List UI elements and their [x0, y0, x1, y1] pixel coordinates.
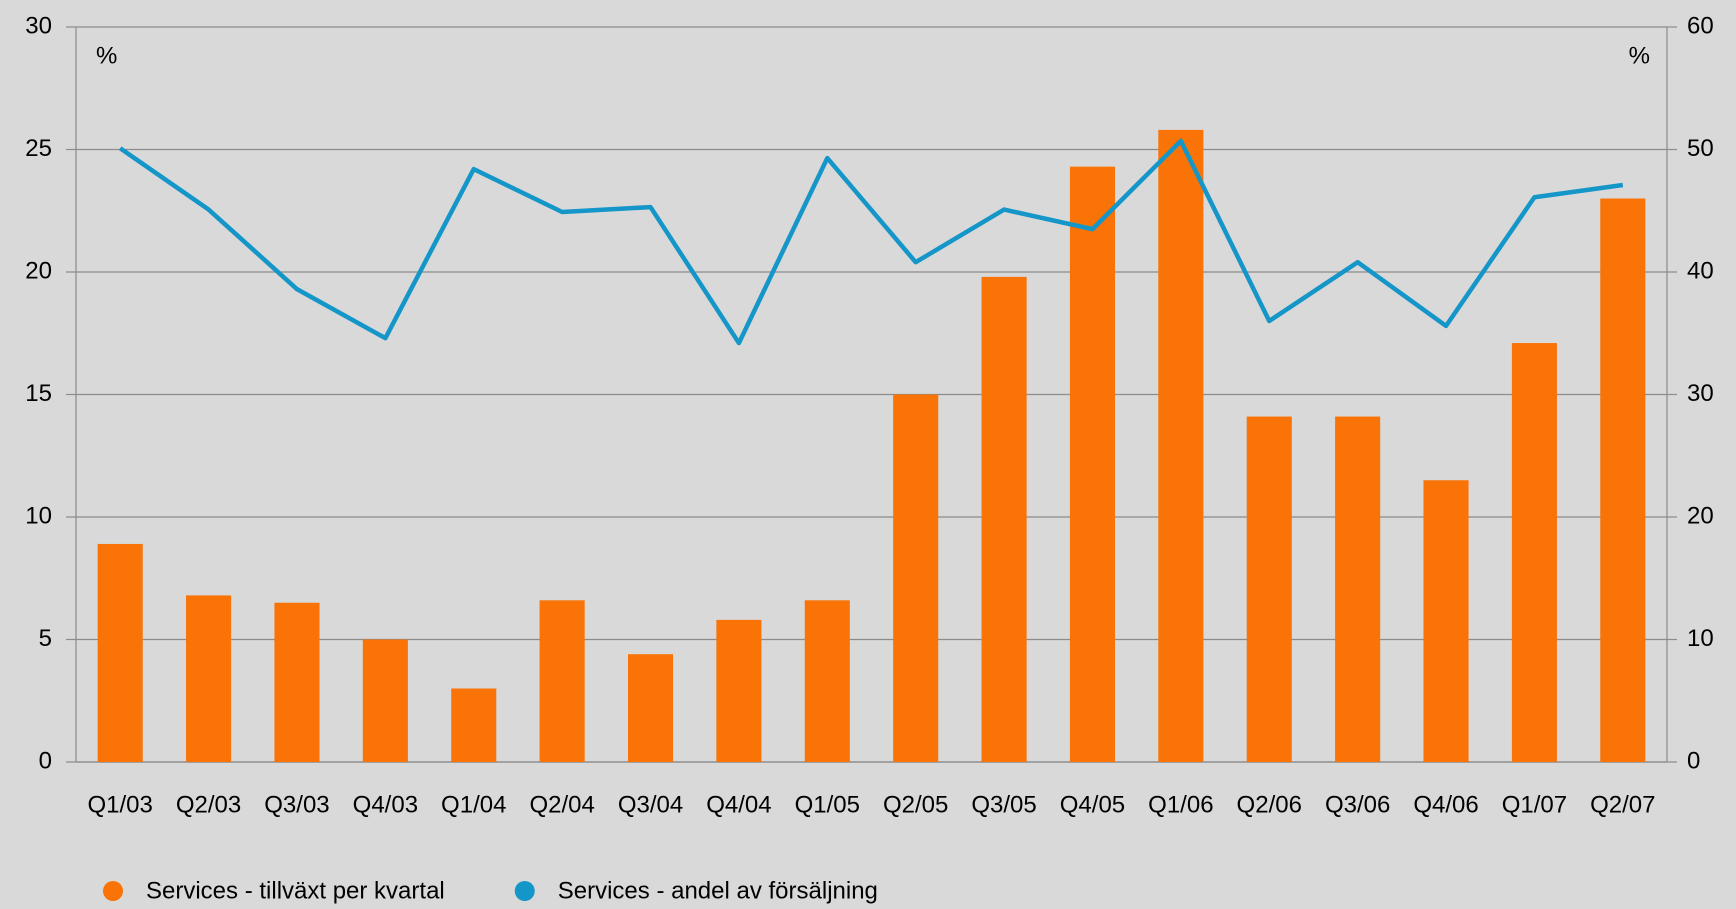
line	[118, 138, 1624, 346]
bar	[1423, 480, 1469, 762]
x-tick-label: Q1/07	[1502, 791, 1567, 818]
bar	[97, 543, 143, 762]
x-tick-label: Q3/06	[1325, 791, 1390, 818]
x-tick-label: Q2/03	[176, 791, 241, 818]
x-tick-label: Q4/06	[1413, 791, 1478, 818]
x-tick-label: Q4/04	[706, 791, 771, 818]
y-axis-unit: %	[96, 42, 117, 69]
bar	[981, 276, 1027, 762]
legend-label: Services - tillväxt per kvartal	[146, 877, 445, 904]
x-tick-label: Q2/04	[529, 791, 594, 818]
y-tick-label: 30	[25, 12, 52, 39]
x-tick-label: Q1/03	[87, 791, 152, 818]
y-tick-label: 10	[25, 502, 52, 529]
bar	[274, 602, 320, 762]
bar	[539, 600, 585, 762]
x-tick-label: Q4/05	[1060, 791, 1125, 818]
x-tick-label: Q2/05	[883, 791, 948, 818]
bar	[1158, 129, 1204, 762]
x-tick-label: Q3/03	[264, 791, 329, 818]
bar	[1069, 166, 1116, 762]
bar	[451, 688, 497, 762]
bar	[1511, 343, 1557, 762]
y2-axis-unit: %	[1629, 42, 1650, 69]
bar	[1335, 416, 1381, 762]
x-tick-label: Q2/07	[1590, 791, 1655, 818]
x-tick-label: Q3/04	[618, 791, 683, 818]
y-tick-label: 5	[39, 625, 52, 652]
legend-label: Services - andel av försäljning	[558, 877, 878, 904]
bar	[1600, 198, 1646, 762]
bar	[362, 639, 408, 762]
y-tick-label: 20	[25, 257, 52, 284]
bar	[627, 654, 674, 762]
bar	[804, 600, 850, 762]
legend-marker	[103, 881, 123, 901]
y-tick-label: 25	[25, 135, 52, 162]
y2-tick-label: 60	[1687, 12, 1714, 39]
x-tick-label: Q1/04	[441, 791, 506, 818]
y2-tick-label: 30	[1687, 380, 1714, 407]
legend-marker	[514, 881, 535, 901]
x-tick-label: Q3/05	[971, 791, 1036, 818]
bar	[716, 619, 762, 762]
bar	[893, 394, 939, 762]
y2-tick-label: 50	[1687, 135, 1714, 162]
y2-tick-label: 20	[1687, 502, 1714, 529]
y2-tick-label: 40	[1687, 257, 1714, 284]
y-tick-label: 15	[25, 380, 52, 407]
x-tick-label: Q1/05	[795, 791, 860, 818]
bar	[1246, 416, 1292, 762]
y2-tick-label: 0	[1687, 747, 1700, 774]
y-tick-label: 0	[39, 747, 52, 774]
x-tick-label: Q2/06	[1237, 791, 1302, 818]
x-tick-label: Q1/06	[1148, 791, 1213, 818]
y2-tick-label: 10	[1687, 625, 1714, 652]
x-tick-label: Q4/03	[353, 791, 418, 818]
bar	[186, 595, 232, 762]
